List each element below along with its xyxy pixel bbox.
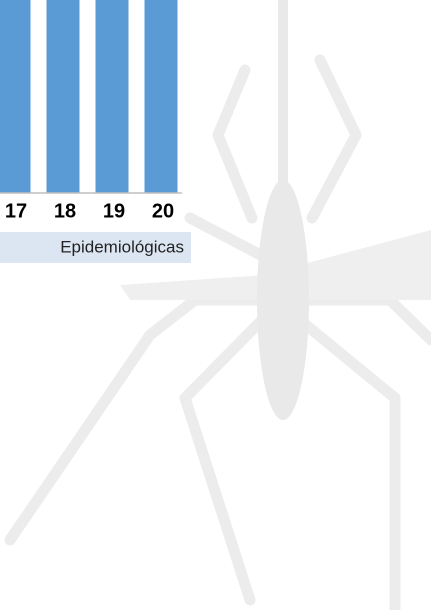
x-axis-label: Epidemiológicas [60,237,184,256]
leg-left-3 [184,212,276,266]
x-tick-label: 18 [54,200,76,222]
x-tick-label: 17 [5,200,27,222]
bars [0,0,178,193]
wing-left [120,275,265,300]
bar [144,0,178,193]
x-tick-label: 20 [152,200,174,222]
leg-right-1 [294,314,401,610]
bar [95,0,129,193]
bar [0,0,31,193]
bar [46,0,80,193]
antenna-right [306,54,362,224]
wing-right [300,230,431,300]
antenna-left [212,64,258,224]
body [257,180,309,420]
x-tick-label: 19 [103,200,125,222]
x-label-box [0,232,191,263]
leg-left-2 [179,314,268,606]
